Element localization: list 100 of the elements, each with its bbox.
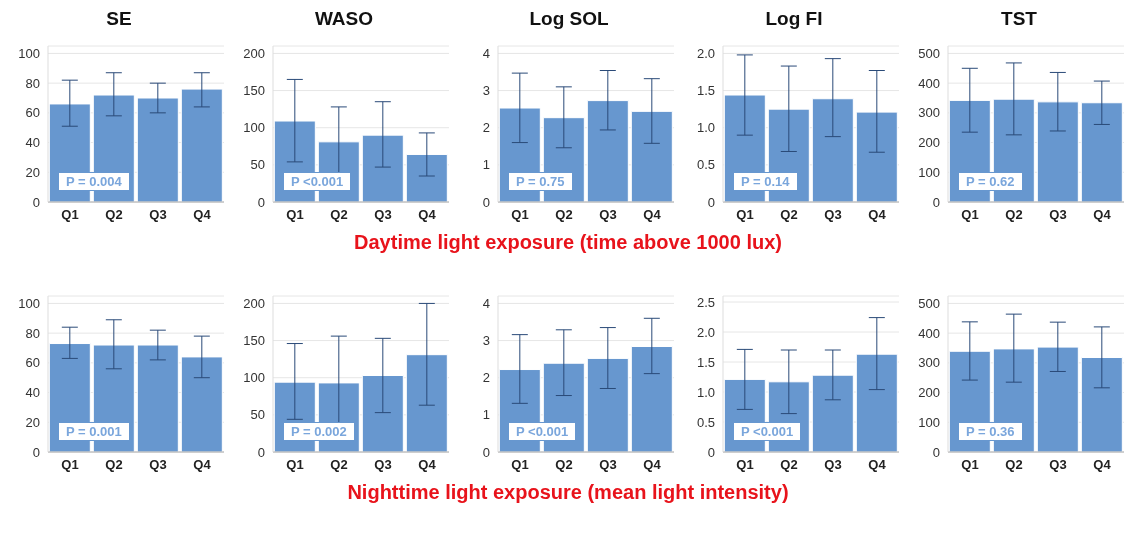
y-tick-label: 50 [250, 407, 265, 423]
bar [811, 374, 854, 452]
y-tick-label: 4 [482, 296, 490, 312]
x-tick-label: Q3 [374, 207, 392, 223]
bar [405, 354, 448, 452]
annotation: P = 0.14 [733, 172, 798, 191]
y-tick-label: 3 [482, 333, 490, 349]
y-tick-label: 0 [32, 444, 40, 460]
annotation: P = 0.004 [58, 172, 130, 191]
bar [630, 110, 673, 202]
x-tick-label: Q2 [780, 207, 798, 223]
y-tick-label: 400 [918, 325, 940, 341]
x-tick-label: Q3 [824, 457, 842, 473]
y-tick-label: 500 [918, 296, 940, 312]
x-tick-label: Q3 [1049, 457, 1067, 473]
y-tick-label: 2.0 [696, 324, 715, 340]
y-tick-label: 200 [243, 46, 265, 62]
y-tick-label: 0 [932, 194, 940, 210]
chart-title: TST [1000, 8, 1038, 31]
x-tick-label: Q2 [1005, 457, 1023, 473]
x-tick-label: Q2 [1005, 207, 1023, 223]
y-tick-label: 300 [918, 105, 940, 121]
x-tick-label: Q4 [418, 207, 437, 223]
y-tick-label: 2.0 [696, 46, 715, 62]
y-tick-label: 20 [25, 164, 40, 180]
y-tick-label: 100 [18, 296, 40, 312]
y-tick-label: 100 [918, 414, 940, 430]
y-tick-label: 200 [243, 296, 265, 312]
y-tick-label: 1.0 [696, 120, 715, 136]
y-tick-label: 50 [250, 157, 265, 173]
x-tick-label: Q3 [1049, 207, 1067, 223]
annotation: P = 0.002 [283, 422, 355, 441]
annotation: P <0.001 [508, 422, 577, 441]
y-tick-label: 200 [918, 135, 940, 151]
y-tick-label: 4 [482, 46, 490, 62]
bar [361, 374, 404, 452]
x-tick-label: Q2 [780, 457, 798, 473]
y-tick-label: 0 [482, 194, 490, 210]
y-tick-label: 200 [918, 385, 940, 401]
bar [180, 88, 223, 202]
x-tick-label: Q2 [105, 457, 123, 473]
x-tick-label: Q1 [286, 457, 304, 473]
x-tick-label: Q2 [105, 207, 123, 223]
x-tick-label: Q1 [61, 207, 79, 223]
chart-title: Log SOL [528, 8, 610, 31]
annotation: P = 0.001 [58, 422, 130, 441]
x-tick-label: Q1 [511, 207, 529, 223]
y-tick-label: 1.5 [696, 83, 715, 99]
y-tick-label: 150 [243, 83, 265, 99]
x-tick-label: Q4 [418, 457, 437, 473]
x-tick-label: Q4 [193, 457, 212, 473]
y-tick-label: 150 [243, 333, 265, 349]
y-tick-label: 0.5 [696, 414, 715, 430]
y-tick-label: 2 [482, 120, 490, 136]
y-tick-label: 300 [918, 355, 940, 371]
chart-title: SE [105, 8, 133, 31]
x-tick-label: Q1 [736, 457, 754, 473]
y-tick-label: 0 [257, 194, 265, 210]
x-tick-label: Q1 [61, 457, 79, 473]
bar [630, 346, 673, 452]
y-tick-label: 60 [25, 355, 40, 371]
x-tick-label: Q3 [374, 457, 392, 473]
bar [586, 100, 629, 202]
y-tick-label: 20 [25, 414, 40, 430]
x-tick-label: Q2 [555, 207, 573, 223]
y-tick-label: 80 [25, 75, 40, 91]
chart-title: WASO [313, 8, 375, 31]
text: Daytime light exposure (time above 1000 lux) [354, 231, 782, 253]
x-tick-label: Q3 [599, 207, 617, 223]
bar [180, 356, 223, 452]
bar [405, 153, 448, 202]
y-tick-label: 0 [32, 194, 40, 210]
y-tick-label: 60 [25, 105, 40, 121]
x-tick-label: Q2 [330, 457, 348, 473]
x-tick-label: Q1 [736, 207, 754, 223]
y-tick-label: 0 [932, 444, 940, 460]
bar [136, 344, 179, 452]
x-tick-label: Q1 [511, 457, 529, 473]
x-tick-label: Q3 [599, 457, 617, 473]
y-tick-label: 1 [482, 407, 490, 423]
x-tick-label: Q1 [961, 457, 979, 473]
x-tick-label: Q1 [286, 207, 304, 223]
bar [855, 353, 898, 452]
bar [136, 97, 179, 202]
annotation: P <0.001 [733, 422, 802, 441]
y-tick-label: 500 [918, 46, 940, 62]
text: Nighttime light exposure (mean light intensity) [347, 481, 789, 503]
y-tick-label: 1.5 [696, 354, 715, 370]
y-tick-label: 40 [25, 385, 40, 401]
chart-title: Log FI [764, 8, 824, 31]
y-tick-label: 1.0 [696, 384, 715, 400]
y-tick-label: 0 [257, 444, 265, 460]
y-tick-label: 100 [243, 120, 265, 136]
y-tick-label: 0 [707, 194, 715, 210]
x-tick-label: Q2 [330, 207, 348, 223]
bar [361, 134, 404, 202]
x-tick-label: Q1 [961, 207, 979, 223]
y-tick-label: 0.5 [696, 157, 715, 173]
annotation: P = 0.75 [508, 172, 573, 191]
y-tick-label: 2.5 [696, 294, 715, 310]
